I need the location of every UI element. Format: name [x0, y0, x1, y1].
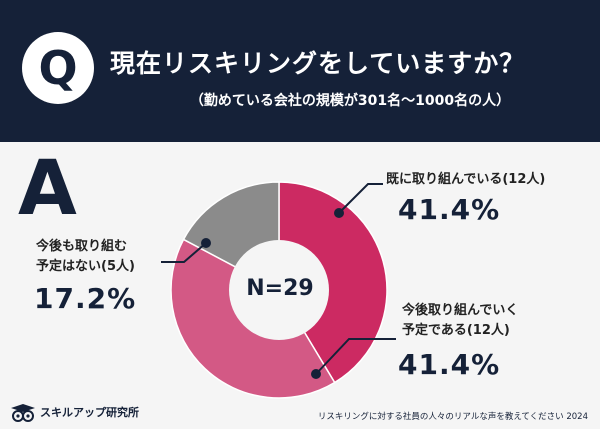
brand: スキルアップ研究所 — [10, 403, 139, 423]
leader-dot-no-plan — [201, 238, 211, 248]
leader-dot-plan-to — [311, 369, 321, 379]
slice-percent-no-plan: 17.2% — [34, 282, 137, 315]
q-badge: Q — [22, 32, 94, 104]
slice-percent-already-doing: 41.4% — [398, 193, 501, 226]
slice-label-no-plan-line2: 予定はない(5人) — [36, 259, 135, 274]
answer-letter: A — [18, 143, 77, 232]
question-title: 現在リスキリングをしていますか？ — [110, 49, 526, 78]
leader-line-no-plan — [161, 242, 207, 263]
q-letter: Q — [38, 41, 78, 95]
leader-line-plan-to — [315, 338, 396, 375]
slice-label-already-doing: 既に取り組んでいる(12人) — [386, 172, 546, 187]
slice-label-plan-to-line2: 予定である(12人) — [402, 323, 510, 338]
donut-hole — [229, 240, 329, 340]
sample-size-label: N=29 — [246, 276, 314, 301]
question-subtitle: （勤めている会社の規模が301名〜1000名の人） — [189, 93, 511, 109]
question-banner: Q 現在リスキリングをしていますか？ （勤めている会社の規模が301名〜1000… — [0, 0, 600, 142]
owl-logo-icon — [11, 404, 35, 422]
leader-line-already-doing — [338, 183, 383, 214]
survey-footnote: リスキリングに対する社員の人々のリアルな声を教えてください 2024 — [317, 412, 588, 422]
brand-name: スキルアップ研究所 — [40, 406, 139, 419]
slice-percent-plan-to: 41.4% — [398, 348, 501, 381]
donut-slice-already-doing — [278, 181, 388, 384]
slice-label-plan-to-line1: 今後取り組んでいく — [402, 303, 519, 318]
slice-label-no-plan-line1: 今後も取り組む — [36, 239, 128, 254]
leader-dot-already-doing — [334, 208, 344, 218]
